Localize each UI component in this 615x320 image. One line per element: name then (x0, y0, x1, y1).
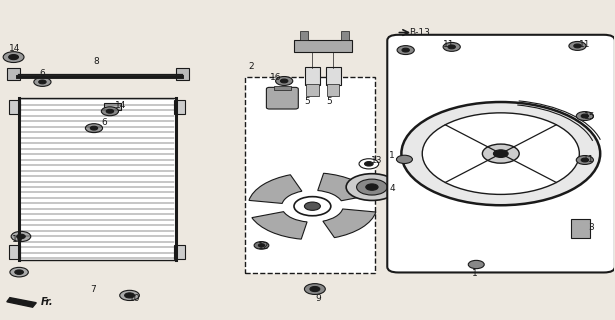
Text: 10: 10 (12, 235, 23, 244)
Bar (9, 100, 20, 115)
Text: 5: 5 (304, 97, 311, 106)
Circle shape (101, 107, 119, 116)
Text: 6: 6 (101, 118, 106, 127)
Text: 5: 5 (327, 97, 333, 106)
Circle shape (10, 268, 28, 277)
Bar (245, 77, 375, 273)
Text: 11: 11 (443, 40, 454, 49)
Text: 13: 13 (370, 156, 382, 165)
Circle shape (9, 54, 18, 60)
Text: 2: 2 (248, 62, 254, 71)
Circle shape (258, 244, 264, 247)
Circle shape (397, 155, 413, 164)
Circle shape (254, 242, 269, 249)
Circle shape (569, 42, 586, 50)
Text: 1: 1 (472, 268, 477, 278)
Bar (300, 31, 308, 40)
Bar (326, 67, 341, 85)
Bar (173, 100, 184, 115)
Circle shape (15, 270, 23, 274)
Bar (9, 245, 20, 260)
Circle shape (17, 234, 25, 239)
Wedge shape (318, 173, 373, 201)
Text: 1: 1 (389, 151, 395, 160)
Bar (327, 84, 339, 96)
Circle shape (365, 162, 373, 166)
FancyBboxPatch shape (266, 87, 298, 109)
Text: 12: 12 (258, 242, 269, 251)
Circle shape (125, 293, 135, 298)
Circle shape (402, 102, 600, 205)
Circle shape (357, 179, 387, 195)
Circle shape (448, 45, 455, 49)
Circle shape (11, 231, 31, 242)
Circle shape (304, 202, 320, 210)
Bar (7, 68, 20, 80)
Bar (571, 219, 590, 238)
Text: 6: 6 (39, 69, 46, 78)
FancyBboxPatch shape (387, 35, 615, 272)
Circle shape (402, 48, 410, 52)
Circle shape (359, 159, 379, 169)
Circle shape (294, 197, 331, 216)
Circle shape (574, 44, 581, 48)
Circle shape (39, 80, 46, 84)
Circle shape (576, 112, 593, 121)
Bar (19, 98, 175, 260)
Circle shape (366, 184, 378, 190)
Text: 8: 8 (93, 57, 98, 66)
Circle shape (346, 174, 398, 200)
Circle shape (3, 52, 24, 62)
Bar (341, 31, 349, 40)
Circle shape (34, 77, 51, 86)
Text: 3: 3 (588, 223, 594, 232)
Text: 9: 9 (315, 294, 322, 303)
Text: 14: 14 (114, 101, 126, 110)
Circle shape (443, 43, 460, 51)
Bar (104, 103, 121, 110)
Circle shape (397, 46, 415, 54)
Circle shape (304, 284, 325, 294)
Circle shape (493, 150, 508, 157)
Circle shape (85, 124, 103, 132)
Text: 15: 15 (584, 113, 595, 122)
Circle shape (482, 144, 519, 163)
Circle shape (90, 126, 98, 130)
Circle shape (576, 156, 593, 164)
Circle shape (120, 290, 140, 300)
Wedge shape (323, 209, 376, 238)
Bar (294, 40, 352, 52)
Text: B-13: B-13 (409, 28, 430, 37)
Text: 14: 14 (9, 44, 20, 53)
Bar (305, 67, 320, 85)
Circle shape (581, 114, 589, 118)
Bar (173, 245, 184, 260)
Circle shape (280, 79, 288, 83)
Polygon shape (7, 298, 36, 307)
Circle shape (423, 113, 579, 195)
Text: 16: 16 (270, 73, 281, 82)
Bar (306, 84, 319, 96)
Text: 10: 10 (129, 294, 140, 303)
Circle shape (106, 109, 114, 113)
Text: Fr.: Fr. (41, 297, 54, 307)
Text: 11: 11 (583, 155, 594, 164)
Wedge shape (252, 212, 307, 239)
Text: 7: 7 (90, 285, 95, 294)
Bar (175, 68, 189, 80)
Circle shape (310, 286, 320, 292)
Text: 11: 11 (579, 40, 590, 49)
Bar (274, 86, 291, 90)
Circle shape (581, 158, 589, 162)
Circle shape (276, 76, 293, 85)
Text: 4: 4 (389, 184, 395, 193)
Circle shape (468, 260, 484, 269)
Wedge shape (249, 175, 302, 204)
